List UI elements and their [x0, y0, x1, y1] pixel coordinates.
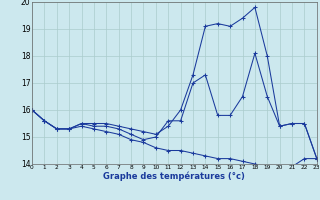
X-axis label: Graphe des températures (°c): Graphe des températures (°c) — [103, 172, 245, 181]
